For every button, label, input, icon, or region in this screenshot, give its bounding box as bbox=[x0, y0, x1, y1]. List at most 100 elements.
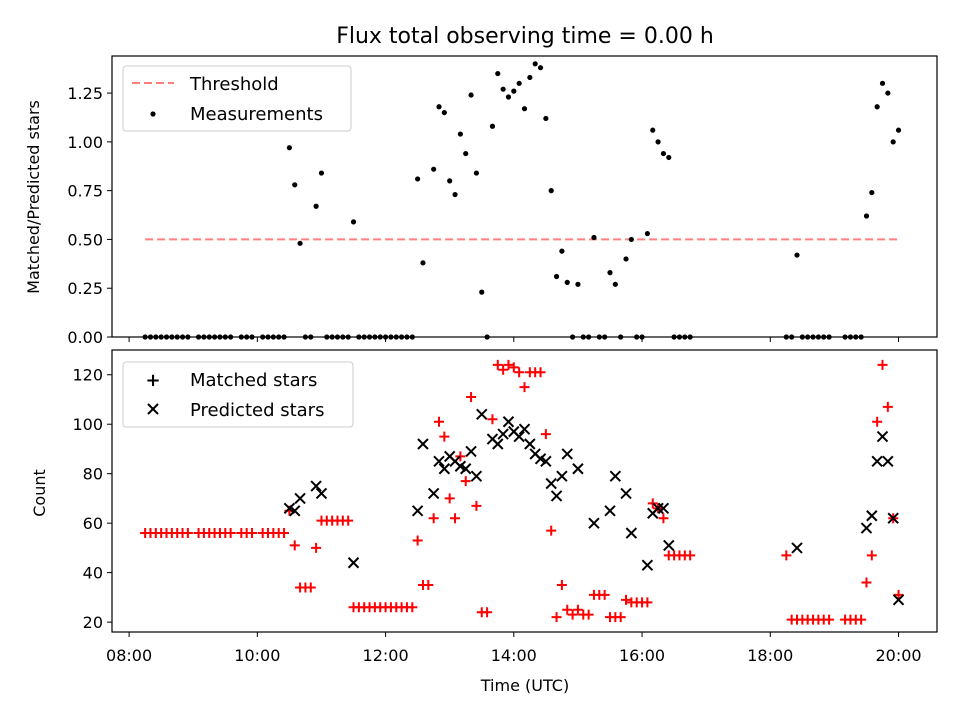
top-y-tick-label: 0.25 bbox=[67, 279, 103, 298]
measurements-point bbox=[420, 260, 426, 266]
predicted-stars-point bbox=[470, 470, 483, 482]
matched-stars-point bbox=[551, 612, 562, 623]
predicted-stars-point bbox=[663, 539, 675, 552]
measurements-point bbox=[532, 61, 538, 67]
predicted-stars-point bbox=[604, 505, 616, 517]
matched-stars-point bbox=[621, 594, 632, 605]
measurements-point bbox=[543, 115, 549, 122]
matched-stars-point bbox=[882, 401, 893, 412]
predicted-stars-point bbox=[294, 492, 306, 505]
predicted-stars-point bbox=[427, 487, 440, 500]
measurements-point bbox=[879, 80, 886, 86]
matched-stars-point bbox=[311, 542, 322, 553]
measurements-point bbox=[505, 94, 512, 100]
predicted-stars-point bbox=[289, 505, 301, 517]
matched-stars-point bbox=[482, 607, 493, 618]
predicted-stars-point bbox=[892, 594, 905, 606]
top-y-tick-label: 0.00 bbox=[67, 328, 103, 347]
predicted-stars-point bbox=[315, 487, 328, 500]
matched-stars-point bbox=[455, 451, 466, 462]
top-legend-box bbox=[122, 65, 352, 132]
predicted-stars-point bbox=[460, 463, 472, 475]
bottom-x-tick-label: 10:00 bbox=[234, 646, 280, 665]
matched-stars-point bbox=[824, 614, 835, 625]
matched-stars-point bbox=[567, 609, 578, 620]
predicted-stars-point bbox=[476, 408, 488, 421]
threshold-legend-label: Threshold bbox=[189, 74, 279, 95]
predicted-stars-point bbox=[588, 517, 600, 529]
predicted-stars-point bbox=[518, 423, 531, 435]
bottom-legend-box bbox=[122, 361, 354, 428]
measurements-point bbox=[452, 191, 458, 198]
predicted-stars-point bbox=[572, 463, 584, 475]
x-axis-label: Time (UTC) bbox=[480, 676, 569, 695]
measurements-point bbox=[350, 219, 357, 225]
bottom-x-tick-label: 14:00 bbox=[491, 646, 537, 665]
matched-stars-point bbox=[546, 525, 557, 536]
matched-stars-point bbox=[508, 362, 519, 373]
measurements-point bbox=[644, 230, 650, 237]
matched-stars-point bbox=[562, 604, 573, 615]
measurements-point bbox=[441, 109, 447, 116]
matched-stars-point bbox=[434, 416, 445, 427]
measurements-point bbox=[527, 74, 533, 81]
matched-stars-point bbox=[583, 609, 594, 620]
predicted-stars-point bbox=[871, 455, 883, 468]
predicted-stars-point bbox=[791, 542, 803, 554]
predicted-stars-point bbox=[561, 448, 573, 460]
matched-stars-point bbox=[556, 580, 567, 590]
matched-stars-point bbox=[872, 416, 883, 427]
predicted-stars-point bbox=[502, 416, 515, 428]
matched-stars-point bbox=[279, 528, 290, 539]
measurements-point bbox=[885, 90, 891, 96]
measurements-point bbox=[463, 150, 469, 157]
measurements-point bbox=[500, 86, 506, 92]
bottom-y-axis-label: Count bbox=[30, 469, 49, 517]
bottom-y-tick-label: 120 bbox=[72, 366, 103, 385]
measurements-point bbox=[869, 189, 875, 196]
predicted-stars-point bbox=[492, 438, 504, 450]
measurements-point bbox=[591, 234, 597, 241]
bottom-y-tick-label: 20 bbox=[83, 613, 103, 632]
bottom-y-tick-label: 80 bbox=[83, 465, 103, 484]
measurements-point bbox=[895, 127, 902, 133]
matched-stars-point bbox=[246, 528, 257, 539]
matched-stars-point bbox=[305, 582, 316, 593]
top-y-axis-label: Matched/Predicted stars bbox=[24, 100, 43, 294]
chart-title: Flux total observing time = 0.00 h bbox=[336, 24, 714, 49]
predicted-stars-point bbox=[310, 480, 322, 492]
top-y-tick-label: 1.25 bbox=[67, 84, 103, 103]
predicted-stars-point bbox=[625, 527, 638, 539]
predicted-stars-point bbox=[497, 428, 509, 440]
measurements-point bbox=[297, 240, 303, 246]
bottom-y-tick-label: 40 bbox=[83, 564, 103, 583]
predicted-legend-swatch bbox=[147, 403, 159, 415]
measurements-point bbox=[537, 65, 544, 71]
matched-stars-point bbox=[685, 550, 696, 561]
measurements-point bbox=[479, 289, 485, 295]
matched-stars-point bbox=[647, 498, 658, 509]
measurements-point bbox=[874, 104, 880, 110]
predicted-legend-label: Predicted stars bbox=[190, 400, 324, 421]
measurements-point bbox=[650, 127, 656, 133]
matched-stars-point bbox=[444, 493, 455, 504]
measurements-point bbox=[548, 188, 554, 194]
measurements-legend-swatch bbox=[150, 111, 156, 117]
matched-stars-point bbox=[877, 359, 888, 370]
measurements-point bbox=[564, 279, 570, 285]
predicted-stars-point bbox=[513, 430, 525, 443]
predicted-stars-point bbox=[411, 505, 424, 517]
top-y-tick-label: 0.75 bbox=[67, 182, 103, 201]
predicted-stars-point bbox=[641, 559, 654, 571]
bottom-y-tick-label: 100 bbox=[72, 415, 103, 434]
measurements-point bbox=[436, 104, 442, 110]
bottom-x-tick-label: 12:00 bbox=[363, 646, 409, 665]
matched-stars-point bbox=[423, 580, 434, 590]
measurements-point bbox=[575, 281, 581, 287]
predicted-stars-point bbox=[887, 512, 899, 524]
measurements-point bbox=[863, 213, 870, 219]
measurements-point bbox=[292, 182, 298, 188]
measurements-point bbox=[521, 106, 528, 112]
matched-stars-point bbox=[861, 577, 872, 588]
